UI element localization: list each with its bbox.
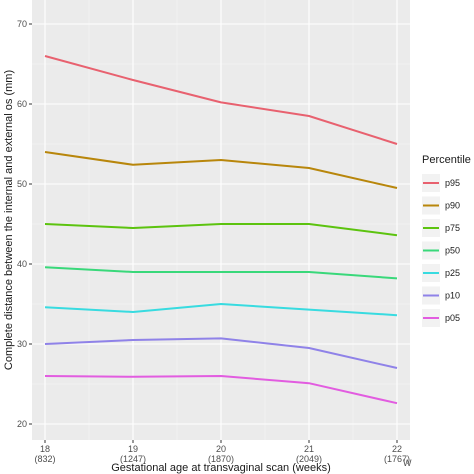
x-tick-sample-size: (1767) xyxy=(384,454,410,464)
legend-label-p95: p95 xyxy=(445,178,460,188)
y-tick-label: 60 xyxy=(17,99,27,109)
legend-title: Percentile xyxy=(422,154,471,166)
y-tick-label: 50 xyxy=(17,179,27,189)
legend-label-p50: p50 xyxy=(445,246,460,256)
series-line-p10 xyxy=(44,337,398,369)
legend-label-p10: p10 xyxy=(445,291,460,301)
x-tick-label: 22 xyxy=(392,444,402,454)
y-tick-label: 30 xyxy=(17,339,27,349)
legend-items: p95 p90 p75 p50 p25 p10 p05 xyxy=(422,174,460,327)
series-lines xyxy=(44,55,398,405)
series-line-p75 xyxy=(44,223,398,237)
legend-label-p90: p90 xyxy=(445,201,460,211)
legend-label-p05: p05 xyxy=(445,313,460,323)
series-line-p05 xyxy=(44,375,398,405)
x-tick-sample-size: (832) xyxy=(34,454,55,464)
x-axis-title: Gestational age at transvaginal scan (we… xyxy=(111,462,331,474)
series-line-p95 xyxy=(44,55,398,145)
x-tick-sample-size: (1870) xyxy=(208,454,234,464)
series-line-p50 xyxy=(44,266,398,280)
x-axis-ticks: 18(832) 19(1247) 20(1870) 21(2049) 22(1767) xyxy=(34,440,410,464)
series-line-p90 xyxy=(44,151,398,189)
legend-label-p75: p75 xyxy=(445,223,460,233)
x-tick-sample-size: (2049) xyxy=(296,454,322,464)
x-tick-label: 20 xyxy=(216,444,226,454)
y-axis-ticks: 20 30 40 50 60 70 xyxy=(17,19,32,429)
x-tick-label: 19 xyxy=(128,444,138,454)
y-axis-title: Complete distance between the internal a… xyxy=(3,70,15,370)
legend: Percentile p95 p90 p75 p50 p25 p10 p05 xyxy=(422,154,471,327)
legend-label-p25: p25 xyxy=(445,268,460,278)
y-tick-label: 40 xyxy=(17,259,27,269)
y-tick-label: 20 xyxy=(17,419,27,429)
corner-mark: W xyxy=(403,458,412,468)
x-tick-label: 18 xyxy=(40,444,50,454)
x-tick-sample-size: (1247) xyxy=(120,454,146,464)
x-tick-label: 21 xyxy=(304,444,314,454)
grid-lines xyxy=(32,0,410,440)
y-tick-label: 70 xyxy=(17,19,27,29)
series-line-p25 xyxy=(44,303,398,317)
